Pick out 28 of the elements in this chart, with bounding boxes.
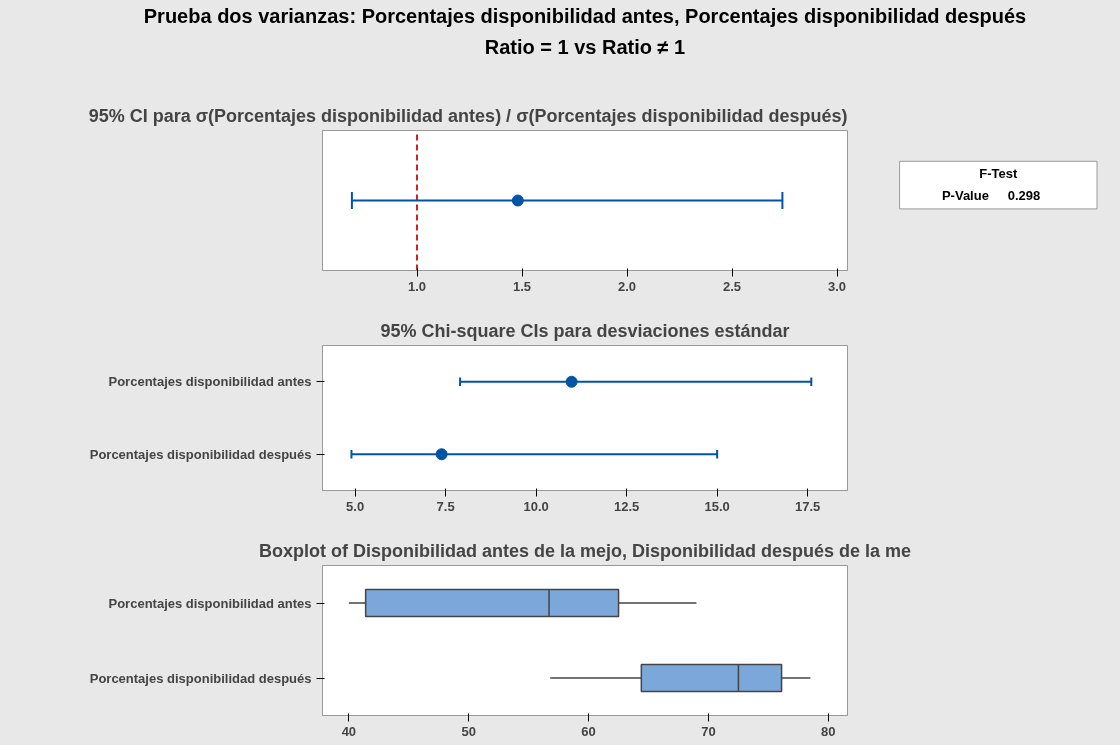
x-tick-label: 5.0 (346, 498, 365, 514)
x-tick-label: 2.5 (722, 278, 742, 294)
y-tick-label: Porcentajes disponibilidad antes (108, 595, 312, 611)
x-tick-label: 15.0 (704, 498, 730, 514)
x-tick-label: 80 (821, 723, 836, 739)
chart-title: Boxplot of Disponibilidad antes de la mejo, Disponibilidad después de la me (258, 540, 912, 561)
x-tick-label: 1.5 (512, 278, 532, 294)
text: P-Value (941, 188, 989, 204)
x-tick-label: 10.0 (523, 498, 549, 514)
x-tick-label: 3.0 (827, 278, 847, 294)
x-tick-label: 40 (341, 723, 357, 739)
x-tick-label: 2.0 (617, 278, 637, 294)
text: F-Test (979, 165, 1018, 181)
x-tick-label: 60 (581, 723, 596, 739)
y-tick-label: Porcentajes disponibilidad después (89, 670, 312, 686)
x-tick-label: 70 (701, 723, 716, 739)
chart-title: 95% CI para σ(Porcentajes disponibilidad antes) / σ(Porcentajes disponibilidad después) (88, 105, 848, 126)
text: Prueba dos varianzas: Porcentajes disponibilidad antes, Porcentajes disponibilidad después (143, 4, 1027, 27)
x-tick-label: 7.5 (436, 498, 455, 514)
text: 0.298 (1007, 188, 1041, 204)
chart-title: 95% Chi-square CIs para desviaciones estándar (380, 320, 790, 341)
x-tick-label: 12.5 (613, 498, 640, 514)
x-tick-label: 1.0 (407, 278, 427, 294)
y-tick-label: Porcentajes disponibilidad antes (108, 374, 312, 390)
x-tick-label: 17.5 (795, 498, 821, 514)
text: Ratio = 1 vs Ratio ≠ 1 (484, 35, 686, 58)
x-tick-label: 50 (461, 723, 476, 739)
y-tick-label: Porcentajes disponibilidad después (89, 446, 312, 462)
